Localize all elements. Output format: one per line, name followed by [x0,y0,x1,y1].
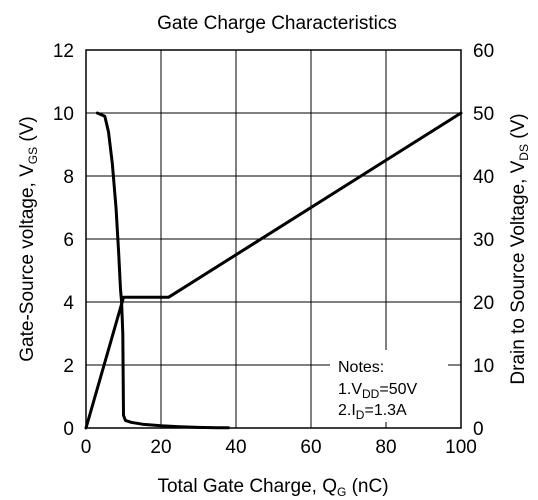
series-vgs-line [84,111,463,430]
x-axis-ticks: 0 20 40 60 80 100 [81,437,477,458]
notes: Notes: 1.VDD=50V 2.ID=1.3A [338,359,418,422]
y-right-tick-label: 60 [473,41,494,62]
y-axis-left-ticks: 0 2 4 6 8 10 12 [53,41,75,440]
x-tick-label: 0 [81,437,92,458]
series-vds-line [95,111,230,430]
y-right-tick-label: 20 [473,293,494,314]
y-right-tick-label: 40 [473,167,494,188]
x-tick-label: 60 [300,437,321,458]
notes-box-bg [330,350,448,422]
y-left-tick-label: 4 [63,293,74,314]
y-left-tick-label: 6 [63,230,74,251]
y-right-tick-label: 50 [473,104,494,125]
y-left-tick-label: 0 [63,419,74,440]
x-tick-label: 20 [150,437,171,458]
notes-line-2: 2.ID=1.3A [338,402,407,422]
grid [86,50,461,428]
x-tick-label: 100 [445,437,477,458]
notes-title: Notes: [338,359,384,376]
y-left-tick-label: 8 [63,167,74,188]
x-tick-label: 40 [225,437,246,458]
y-right-tick-label: 10 [473,356,494,377]
y-axis-right-ticks: 0 10 20 30 40 50 60 [473,41,494,440]
y-left-tick-label: 10 [53,104,74,125]
x-tick-label: 80 [375,437,396,458]
plot-frame [85,49,462,429]
x-axis-label: Total Gate Charge, QG (nC) [157,476,388,499]
y-left-tick-label: 2 [63,356,74,377]
series-layer [84,111,463,430]
chart-title: Gate Charge Characteristics [157,13,397,34]
y-axis-right-label: Drain to Source Voltage, VDS (V) [508,113,531,384]
y-axis-left-label: Gate-Source voltage, VGS (V) [17,116,40,361]
notes-line-1: 1.VDD=50V [338,381,418,401]
y-right-tick-label: 30 [473,230,494,251]
y-left-tick-label: 12 [53,41,74,62]
y-right-tick-label: 0 [473,419,484,440]
